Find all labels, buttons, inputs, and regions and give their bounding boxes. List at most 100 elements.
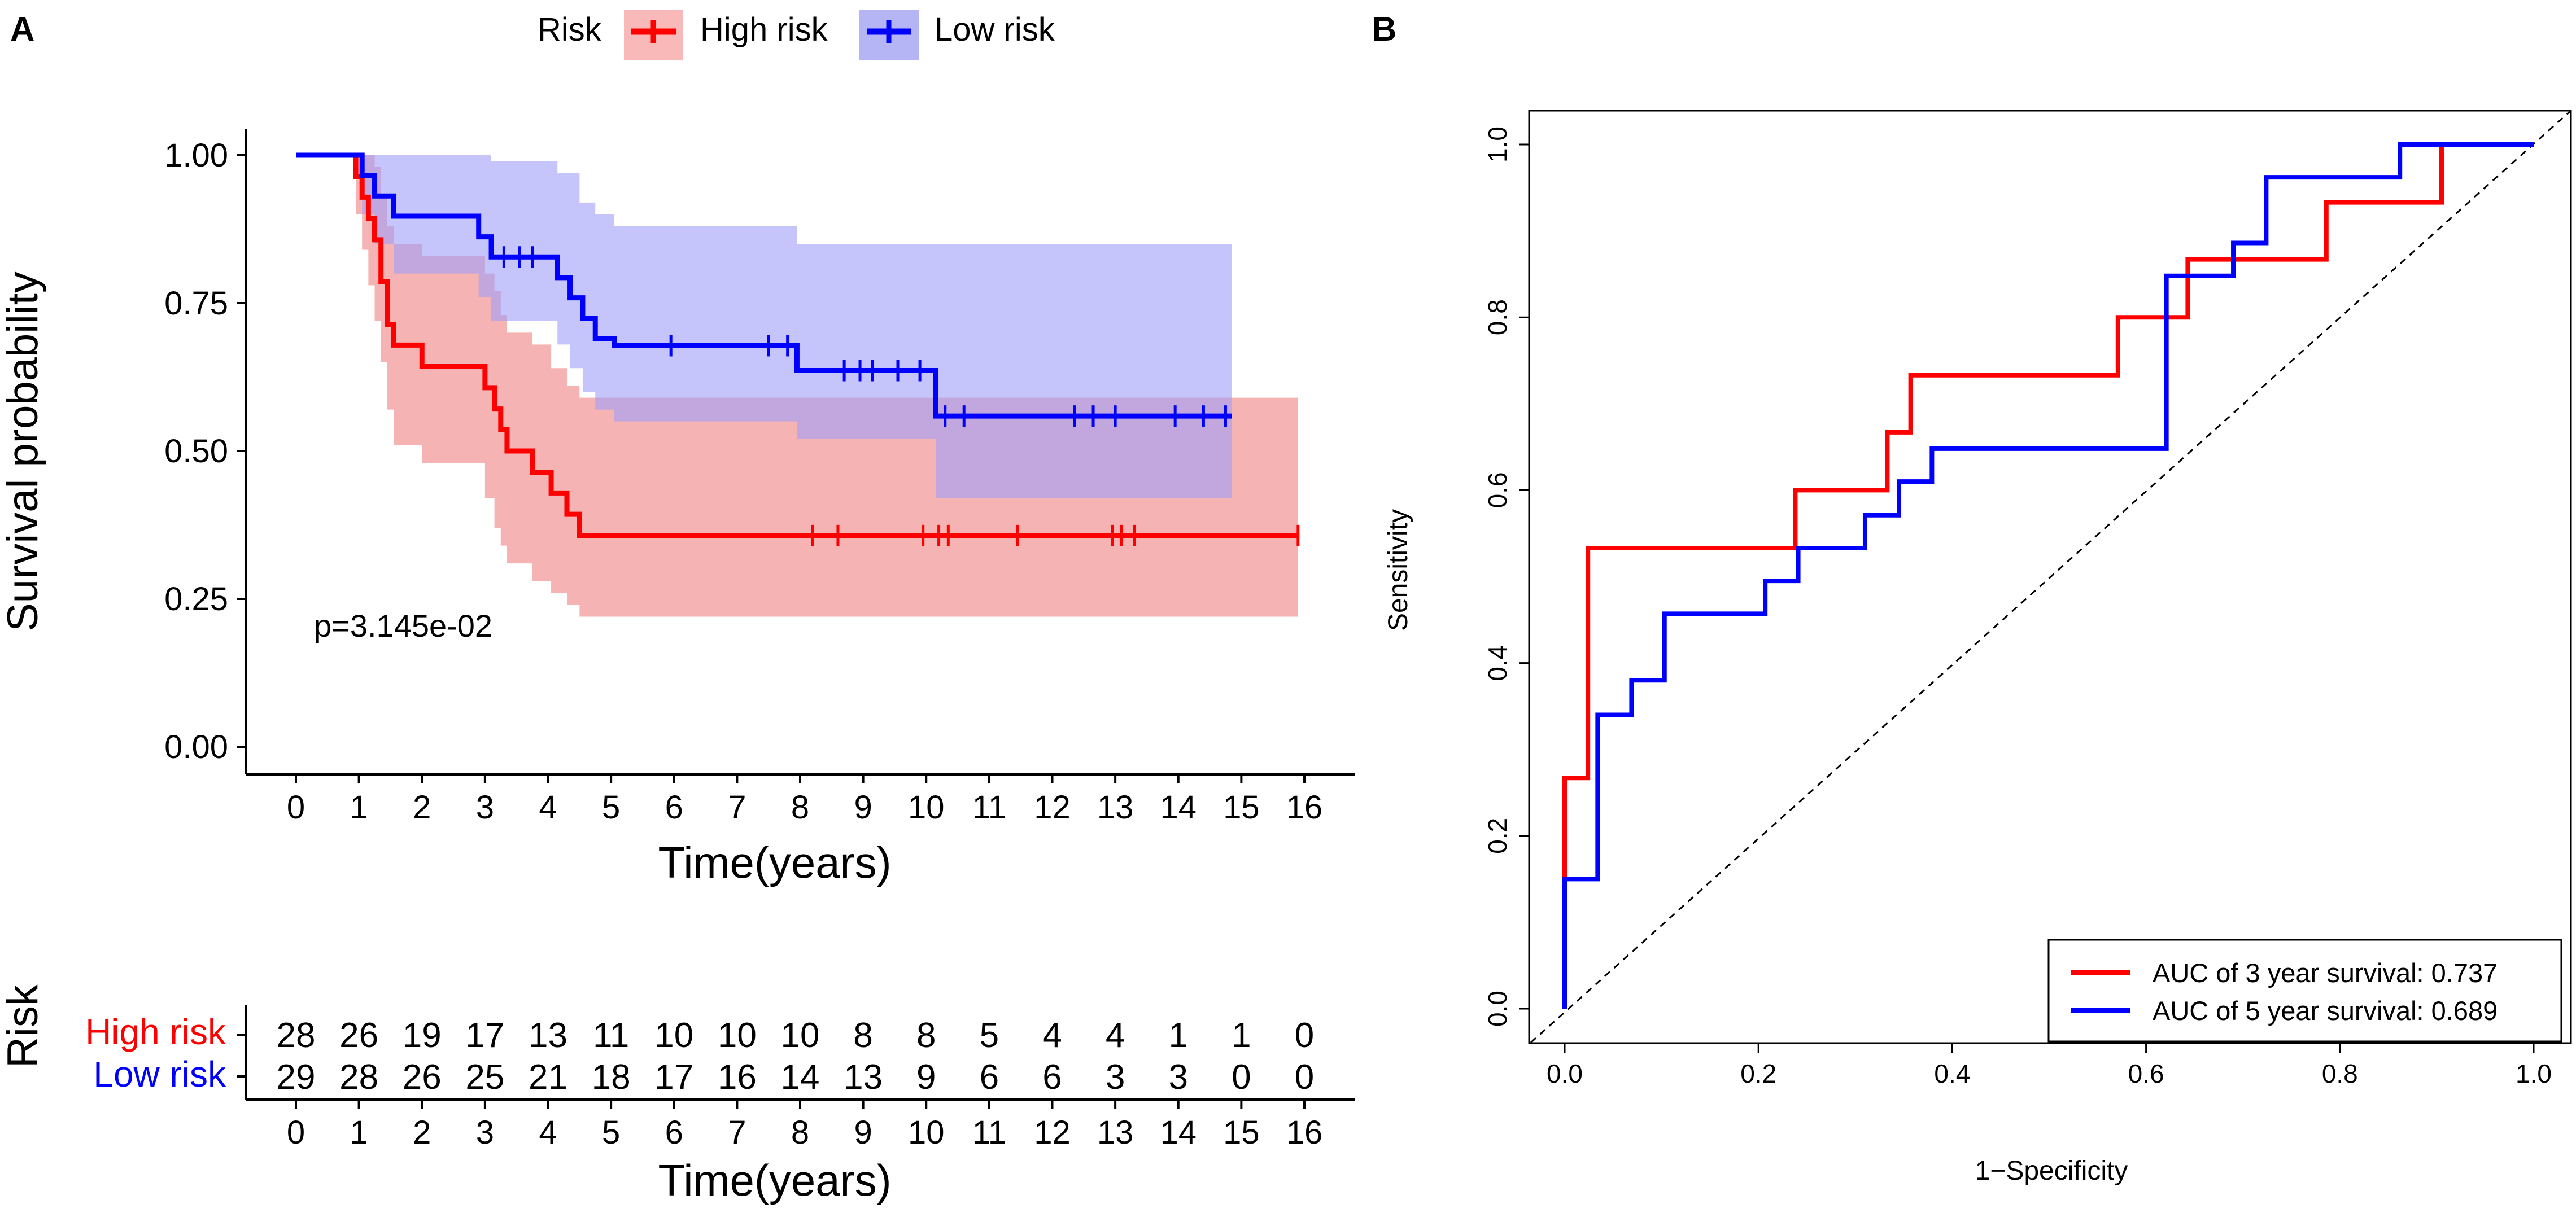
risk-count-low-risk: 25 <box>465 1058 504 1097</box>
survival-curve-high-risk <box>296 152 1298 538</box>
legend-label-high-risk: High risk <box>700 11 828 48</box>
km-y-tick-label: 0.00 <box>164 729 228 765</box>
risk-count-high-risk: 10 <box>718 1016 757 1055</box>
roc-plot-frame <box>1528 110 2572 1044</box>
risk-count-low-risk: 6 <box>1042 1058 1062 1097</box>
risk-count-high-risk: 4 <box>1106 1016 1125 1055</box>
risk-count-high-risk: 8 <box>916 1016 936 1055</box>
risk-table-x-tick-label: 5 <box>602 1114 620 1151</box>
risk-count-high-risk: 11 <box>593 1016 629 1055</box>
km-x-tick-label: 9 <box>854 789 872 826</box>
roc-legend: AUC of 3 year survival: 0.737 AUC of 5 y… <box>2047 939 2562 1043</box>
risk-count-high-risk: 1 <box>1232 1016 1251 1055</box>
risk-table-x-tick-label: 13 <box>1097 1114 1134 1151</box>
km-confidence-bands <box>296 155 1298 617</box>
roc-y-tick-label: 0.2 <box>1483 818 1512 854</box>
risk-table-x-tick-label: 3 <box>476 1114 494 1151</box>
km-survival-curves <box>296 152 1298 538</box>
km-y-tick-label: 0.50 <box>164 433 228 470</box>
roc-curves <box>1562 142 2534 1009</box>
km-y-tick-label: 0.25 <box>164 581 228 618</box>
roc-curve-auc-of-3-year-survival <box>1562 142 2534 1009</box>
km-x-tick-label: 10 <box>908 789 945 826</box>
risk-count-high-risk: 28 <box>277 1016 316 1055</box>
risk-count-low-risk: 3 <box>1169 1058 1188 1097</box>
km-x-tick-label: 8 <box>791 789 809 826</box>
risk-count-high-risk: 19 <box>403 1016 442 1055</box>
km-x-tick-label: 5 <box>602 789 620 826</box>
km-x-tick-label: 7 <box>728 789 746 826</box>
roc-x-tick-label: 0.8 <box>2322 1059 2358 1088</box>
km-x-tick-label: 1 <box>350 789 368 826</box>
km-y-axis-title: Survival probability <box>0 271 47 632</box>
roc-axes: 0.0 0.2 0.4 0.6 0.8 1.0 0.0 0.2 0.4 0.6 0.8 1.0 <box>1483 110 2572 1088</box>
risk-table-x-tick-label: 6 <box>665 1114 683 1151</box>
panel-label-b: B <box>1372 10 1396 48</box>
roc-y-tick-label: 0.6 <box>1483 472 1512 508</box>
risk-count-low-risk: 0 <box>1295 1058 1314 1097</box>
risk-count-low-risk: 16 <box>718 1058 757 1097</box>
km-x-tick-label: 4 <box>539 789 557 826</box>
risk-table-x-tick-label: 7 <box>728 1114 746 1151</box>
risk-table-x-tick-label: 12 <box>1034 1114 1071 1151</box>
risk-count-low-risk: 29 <box>277 1058 316 1097</box>
km-axes: 0.000.250.500.751.000 1 2 3 4 5 6 7 8 9 10 11 12 13 14… <box>164 129 1355 826</box>
risk-count-low-risk: 18 <box>592 1058 631 1097</box>
risk-table-x-tick-label: 1 <box>350 1114 368 1151</box>
risk-count-low-risk: 28 <box>339 1058 378 1097</box>
risk-table: 28 26 19 17 13 11 10 10 10 8 8 5 4 4 1 1 029 28 26 25 21 18 17… <box>237 1005 1355 1151</box>
risk-count-high-risk: 5 <box>980 1016 999 1055</box>
risk-count-low-risk: 21 <box>529 1058 567 1097</box>
risk-count-high-risk: 26 <box>339 1016 378 1055</box>
risk-count-low-risk: 17 <box>654 1058 693 1097</box>
risk-count-high-risk: 0 <box>1295 1016 1314 1055</box>
risk-table-x-tick-label: 2 <box>413 1114 431 1151</box>
risk-table-title: Risk <box>0 984 47 1068</box>
risk-table-label-low-risk: Low risk <box>93 1054 226 1094</box>
risk-count-low-risk: 9 <box>916 1058 936 1097</box>
km-legend: Risk High risk Low risk <box>538 10 1055 60</box>
risk-table-x-tick-label: 15 <box>1223 1114 1260 1151</box>
km-x-tick-label: 13 <box>1097 789 1134 826</box>
km-x-axis-title: Time(years) <box>658 838 891 887</box>
risk-table-x-tick-label: 16 <box>1286 1114 1323 1151</box>
km-y-tick-label: 0.75 <box>164 285 228 322</box>
km-y-tick-label: 1.00 <box>164 137 228 174</box>
km-x-tick-label: 0 <box>287 789 305 826</box>
roc-legend-label-3-year: AUC of 3 year survival: 0.737 <box>2153 958 2498 988</box>
km-x-tick-label: 12 <box>1034 789 1071 826</box>
risk-count-low-risk: 13 <box>844 1058 883 1097</box>
risk-count-high-risk: 10 <box>781 1016 820 1055</box>
roc-legend-label-5-year: AUC of 5 year survival: 0.689 <box>2153 996 2498 1026</box>
risk-count-low-risk: 26 <box>403 1058 442 1097</box>
roc-x-tick-label: 0.0 <box>1547 1059 1583 1088</box>
legend-label-low-risk: Low risk <box>935 11 1055 48</box>
risk-count-high-risk: 17 <box>465 1016 504 1055</box>
roc-x-tick-label: 0.2 <box>1740 1059 1776 1088</box>
risk-table-label-high-risk: High risk <box>85 1011 226 1052</box>
confidence-band-low-risk <box>296 155 1232 498</box>
risk-count-low-risk: 6 <box>980 1058 999 1097</box>
km-censor-marks <box>502 246 1300 546</box>
risk-table-x-axis-title: Time(years) <box>658 1155 891 1205</box>
risk-table-x-tick-label: 9 <box>854 1114 872 1151</box>
km-legend-title: Risk <box>538 11 602 48</box>
roc-x-axis-title: 1−Specificity <box>1975 1156 2128 1186</box>
roc-y-tick-label: 0.8 <box>1483 299 1512 335</box>
risk-table-x-tick-label: 10 <box>908 1114 945 1151</box>
roc-x-tick-label: 0.4 <box>1934 1059 1970 1088</box>
risk-table-x-tick-label: 4 <box>539 1114 557 1151</box>
roc-x-tick-label: 0.6 <box>2128 1059 2164 1088</box>
km-x-tick-label: 2 <box>413 789 431 826</box>
roc-y-tick-label: 0.4 <box>1483 645 1512 681</box>
roc-x-tick-label: 1.0 <box>2516 1059 2552 1088</box>
risk-count-high-risk: 13 <box>529 1016 567 1055</box>
risk-count-low-risk: 0 <box>1232 1058 1251 1097</box>
risk-table-x-tick-label: 14 <box>1160 1114 1197 1151</box>
risk-count-high-risk: 4 <box>1042 1016 1062 1055</box>
risk-count-high-risk: 1 <box>1169 1016 1188 1055</box>
km-x-tick-label: 3 <box>476 789 494 826</box>
km-x-tick-label: 16 <box>1286 789 1323 826</box>
risk-count-low-risk: 14 <box>781 1058 820 1097</box>
